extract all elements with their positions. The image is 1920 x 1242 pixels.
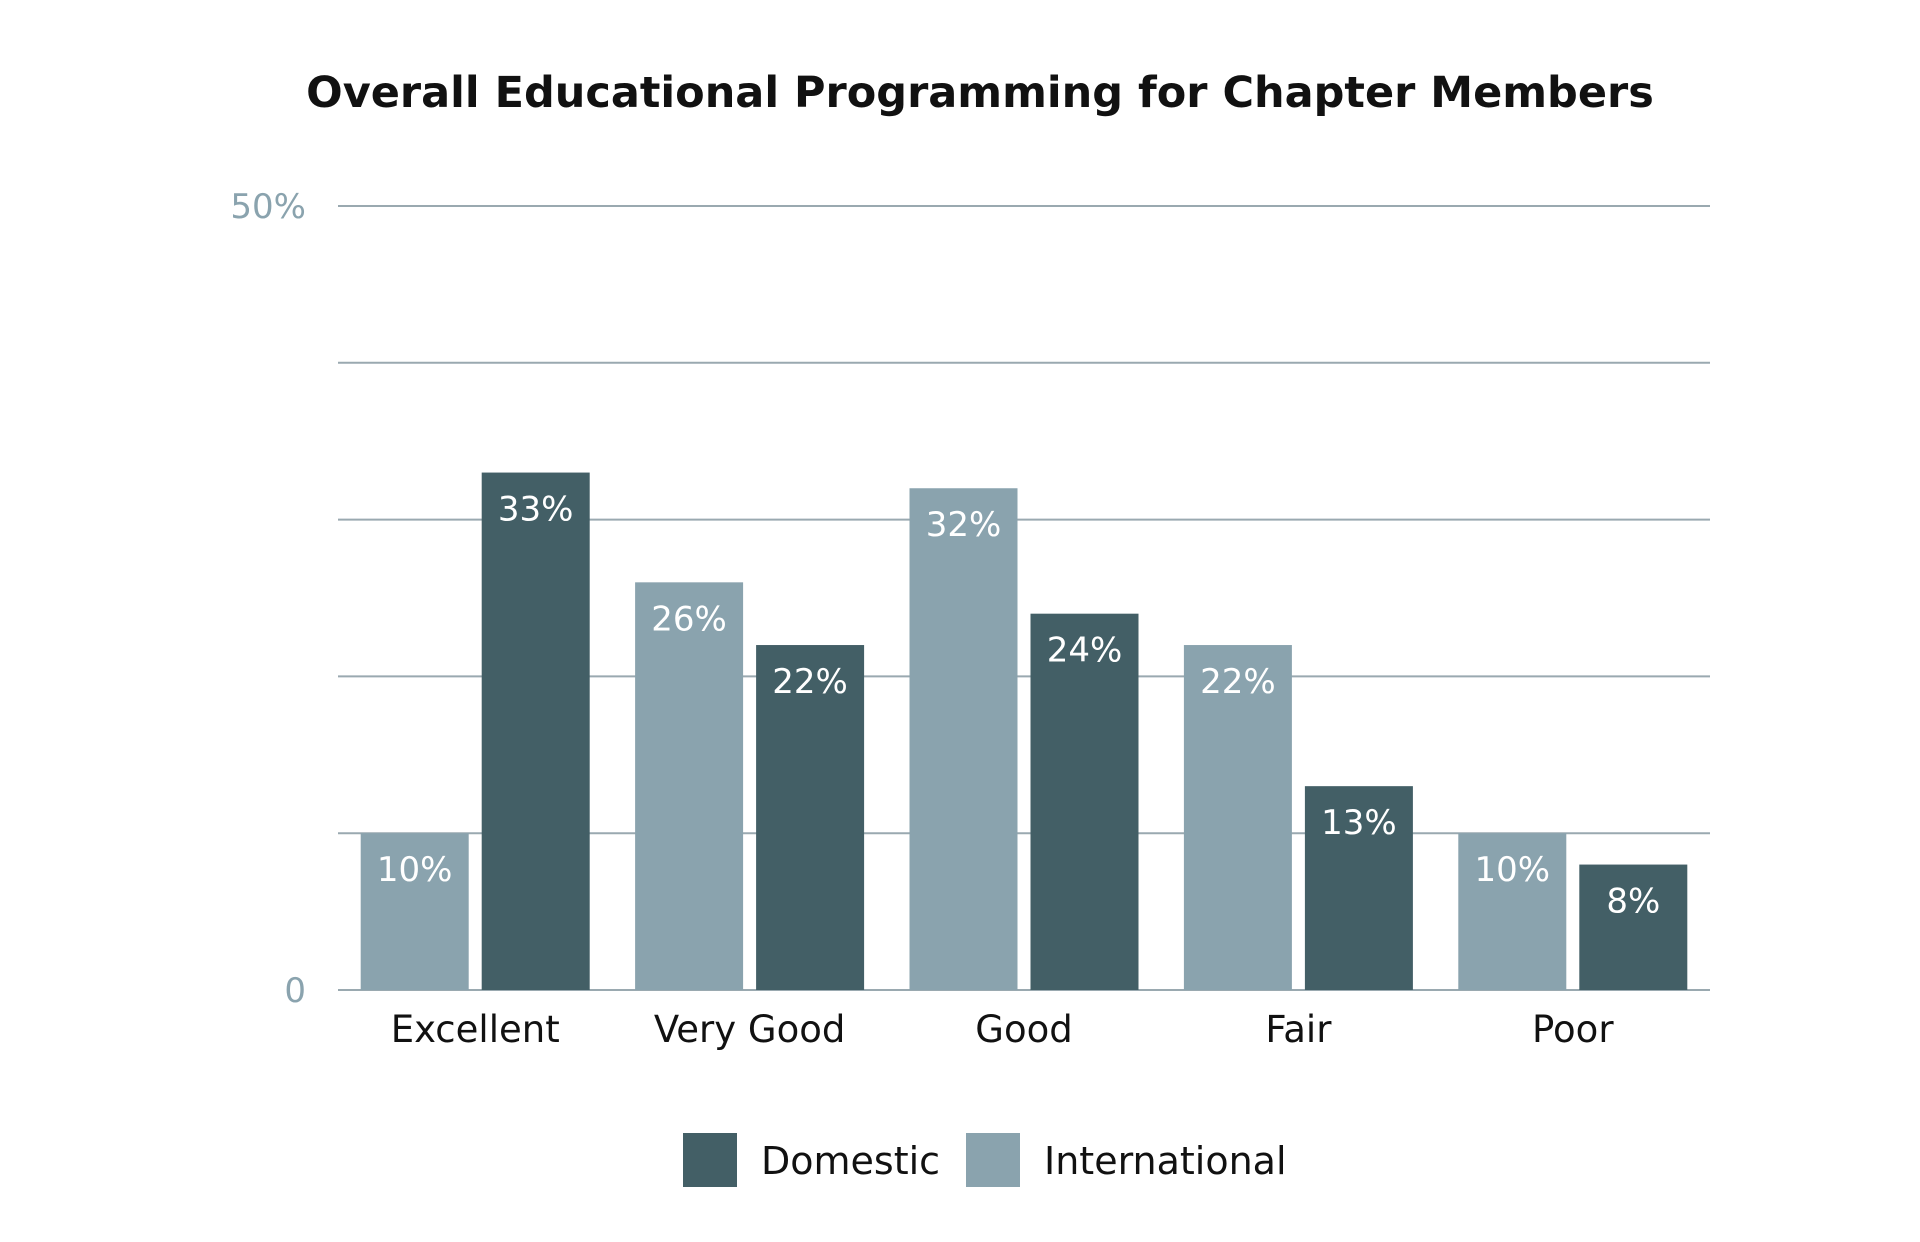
bar-international-poor [1458,833,1567,990]
x-tick-label: Fair [1265,1008,1332,1051]
x-tick-label: Good [975,1008,1072,1051]
legend-swatch [683,1133,737,1187]
legend-item-domestic: Domestic [683,1133,940,1187]
bar-domestic-very-good [756,645,865,990]
bar-international-fair [1183,645,1292,990]
bar-international-very-good [635,582,744,990]
data-label: 26% [651,599,727,639]
x-tick-label: Excellent [391,1008,560,1051]
bar-domestic-good [1030,613,1139,990]
bar-domestic-excellent [481,472,590,990]
data-label: 33% [498,490,574,530]
legend-label: Domestic [761,1139,940,1183]
chart-title: Overall Educational Programming for Chap… [306,68,1654,118]
data-label: 10% [377,850,453,890]
legend: Domestic International [683,1133,1287,1187]
y-axis-ticks: 0 50% [230,187,306,1011]
y-tick-label: 0 [284,971,306,1011]
bars [360,472,1688,990]
data-label: 22% [772,662,848,702]
bar-labels: 10% 33% 26% 22% 32% 24% 22% 13% 10% 8% [377,490,1660,922]
bar-domestic-fair [1304,786,1413,990]
x-axis-ticks: Excellent Very Good Good Fair Poor [391,1008,1615,1051]
data-label: 10% [1475,850,1551,890]
x-tick-label: Very Good [654,1008,846,1051]
bar-international-excellent [360,833,469,990]
bar-international-good [909,488,1018,990]
legend-label: International [1044,1139,1287,1183]
bar-domestic-poor [1579,864,1688,990]
data-label: 22% [1200,662,1276,702]
legend-swatch [966,1133,1020,1187]
data-label: 13% [1321,803,1397,843]
data-label: 8% [1606,882,1660,922]
y-tick-label: 50% [230,187,306,227]
x-tick-label: Poor [1532,1008,1614,1051]
legend-item-international: International [966,1133,1287,1187]
data-label: 32% [926,505,1002,545]
data-label: 24% [1047,631,1123,671]
